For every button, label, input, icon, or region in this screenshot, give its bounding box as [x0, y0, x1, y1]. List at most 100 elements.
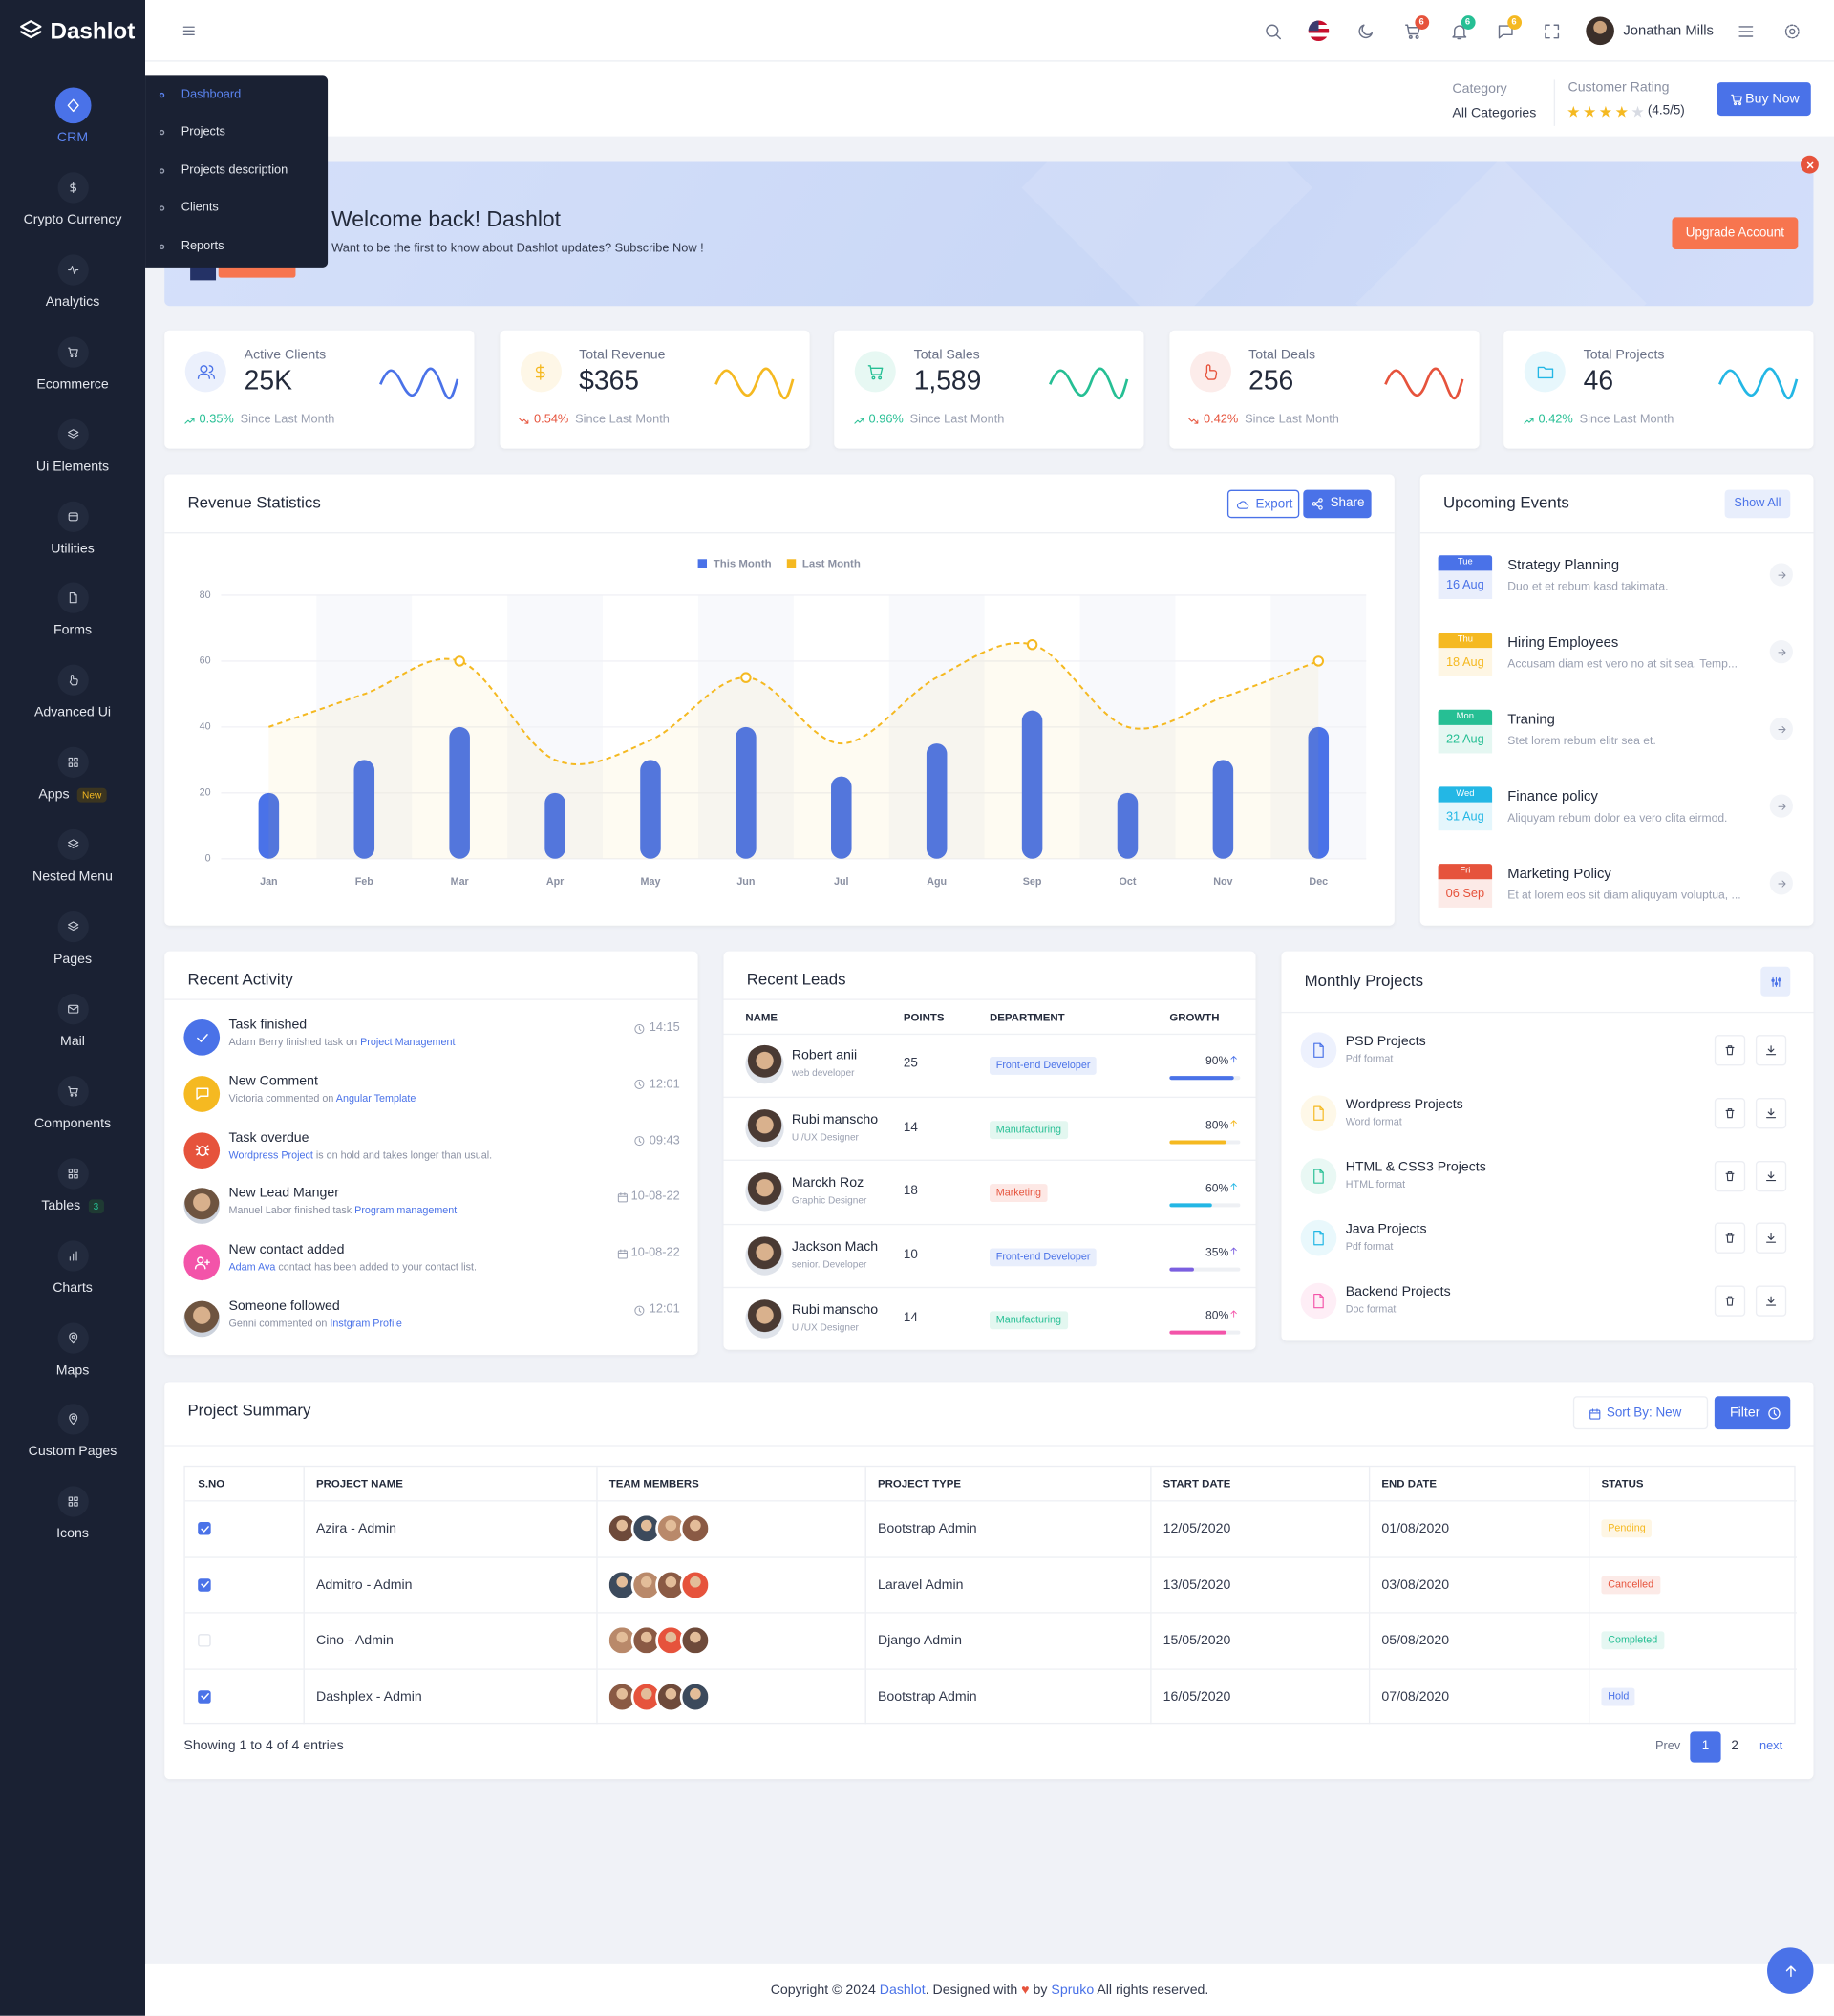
- activity-link[interactable]: Adam Ava: [228, 1261, 276, 1274]
- show-all-button[interactable]: Show All: [1724, 489, 1791, 519]
- activity-link[interactable]: Project Management: [360, 1036, 456, 1048]
- end-date: 03/08/2020: [1381, 1576, 1450, 1593]
- x-tick-label: Jul: [834, 876, 849, 888]
- stat-icon-bg: [184, 351, 226, 393]
- row-checkbox[interactable]: [198, 1522, 211, 1535]
- event-title: Strategy Planning: [1507, 557, 1620, 574]
- activity-text: Manuel Labor finished task Program manag…: [228, 1203, 457, 1221]
- page-next[interactable]: next: [1759, 1739, 1783, 1754]
- download-button[interactable]: [1755, 1285, 1787, 1318]
- submenu-item[interactable]: Projects: [181, 125, 225, 139]
- bar: [258, 792, 280, 859]
- event-day: Fri: [1460, 866, 1471, 876]
- nav-item[interactable]: Utilities: [0, 538, 145, 559]
- nav-item[interactable]: Custom Pages: [0, 1442, 145, 1463]
- icon: [182, 26, 195, 36]
- nav-item[interactable]: Mail: [0, 1031, 145, 1052]
- submenu-item[interactable]: Clients: [181, 201, 219, 215]
- activity-link[interactable]: Angular Template: [335, 1092, 416, 1105]
- trash-button[interactable]: [1714, 1097, 1746, 1129]
- trash-button[interactable]: [1714, 1285, 1746, 1318]
- activity-title: Task overdue: [228, 1129, 309, 1146]
- footer-by: by: [1033, 1982, 1048, 1998]
- trash-button[interactable]: [1714, 1223, 1746, 1255]
- team-avatar: [655, 1512, 687, 1544]
- category-value[interactable]: All Categories: [1452, 105, 1537, 121]
- activity-time: 10-08-22: [630, 1190, 680, 1204]
- nav-item[interactable]: Components: [0, 1113, 145, 1134]
- header-badge: 6: [1506, 14, 1522, 30]
- icon-circle: [633, 1304, 644, 1316]
- share-button[interactable]: Share: [1303, 489, 1372, 519]
- event-date: 31 Aug: [1445, 809, 1484, 825]
- nav-icon-bg: [57, 1075, 89, 1107]
- download-button[interactable]: [1755, 1035, 1787, 1066]
- active-icon-bg: [54, 87, 92, 124]
- banner-text: Want to be the first to know about Dashl…: [331, 241, 704, 256]
- legend-swatch: [697, 559, 708, 568]
- nav-item[interactable]: Ui Elements: [0, 456, 145, 477]
- nav-item[interactable]: Advanced Ui: [0, 702, 145, 723]
- nav-label: Analytics: [45, 293, 100, 310]
- user-name[interactable]: Jonathan Mills: [1623, 23, 1714, 39]
- nav-item[interactable]: Apps New: [0, 784, 145, 805]
- download-button[interactable]: [1755, 1097, 1787, 1129]
- event-title: Marketing Policy: [1507, 866, 1611, 882]
- icon-rect: [68, 1173, 74, 1179]
- download-button[interactable]: [1755, 1160, 1787, 1191]
- row-checkbox[interactable]: [198, 1634, 211, 1647]
- submenu-item[interactable]: Projects description: [181, 162, 288, 178]
- nav-item[interactable]: Pages: [0, 949, 145, 970]
- team-avatar: [679, 1681, 712, 1712]
- filter-button[interactable]: Filter: [1714, 1396, 1791, 1430]
- submenu-item[interactable]: Dashboard: [181, 87, 242, 102]
- nav-item[interactable]: Crypto Currency: [0, 209, 145, 230]
- end-date: 07/08/2020: [1381, 1688, 1450, 1705]
- status-badge: Cancelled: [1601, 1575, 1660, 1594]
- brand-name: Dashlot: [50, 17, 136, 44]
- icon-path: [1777, 725, 1785, 733]
- nav-item[interactable]: CRM: [0, 127, 145, 148]
- activity-link[interactable]: Instgram Profile: [330, 1318, 402, 1330]
- activity-link[interactable]: Wordpress Project: [228, 1148, 313, 1161]
- icon: [1544, 23, 1559, 38]
- upgrade-button[interactable]: Upgrade Account: [1672, 217, 1799, 250]
- filter-icon-button[interactable]: [1760, 966, 1791, 997]
- icon-path: [68, 845, 79, 849]
- submenu-item[interactable]: Reports: [181, 238, 224, 253]
- nav-item[interactable]: Nested Menu: [0, 867, 145, 888]
- activity-text-part: is on hold and takes longer than usual.: [315, 1148, 493, 1161]
- icon-circle: [1733, 101, 1737, 105]
- icon-path: [867, 364, 883, 375]
- page-prev[interactable]: Prev: [1654, 1739, 1681, 1754]
- nav-item[interactable]: Maps: [0, 1360, 145, 1381]
- row-checkbox[interactable]: [198, 1689, 211, 1704]
- card-title: Recent Activity: [187, 970, 293, 989]
- nav-item[interactable]: Analytics: [0, 291, 145, 312]
- footer-brand[interactable]: Dashlot: [879, 1982, 926, 1998]
- column-header: END DATE: [1381, 1476, 1438, 1491]
- activity-text: Genni commented on Instgram Profile: [228, 1315, 401, 1333]
- download-button[interactable]: [1755, 1223, 1787, 1255]
- trash-button[interactable]: [1714, 1035, 1746, 1066]
- nav-item[interactable]: Charts: [0, 1277, 145, 1298]
- activity-link[interactable]: Program management: [354, 1205, 458, 1217]
- page-number[interactable]: 2: [1731, 1739, 1738, 1754]
- column-header: NAME: [745, 1010, 778, 1024]
- growth-bar: [1169, 1139, 1226, 1144]
- nav-item[interactable]: Tables 3: [0, 1195, 145, 1216]
- footer-company[interactable]: Spruko: [1051, 1982, 1095, 1998]
- export-button[interactable]: Export: [1226, 489, 1300, 519]
- row-checkbox[interactable]: [198, 1577, 211, 1592]
- nav-item[interactable]: Icons: [0, 1524, 145, 1545]
- buy-now-button[interactable]: Buy Now: [1717, 82, 1811, 117]
- page-current[interactable]: 1: [1690, 1731, 1721, 1763]
- trash-button[interactable]: [1714, 1160, 1746, 1191]
- icon-path: [1725, 1233, 1735, 1244]
- nav-item[interactable]: Ecommerce: [0, 374, 145, 395]
- start-date: 15/05/2020: [1162, 1632, 1231, 1648]
- icon-path: [1725, 1296, 1735, 1306]
- nav-item[interactable]: Forms: [0, 620, 145, 641]
- stat-label: Active Clients: [244, 347, 327, 363]
- sort-button[interactable]: Sort By: New: [1572, 1396, 1709, 1430]
